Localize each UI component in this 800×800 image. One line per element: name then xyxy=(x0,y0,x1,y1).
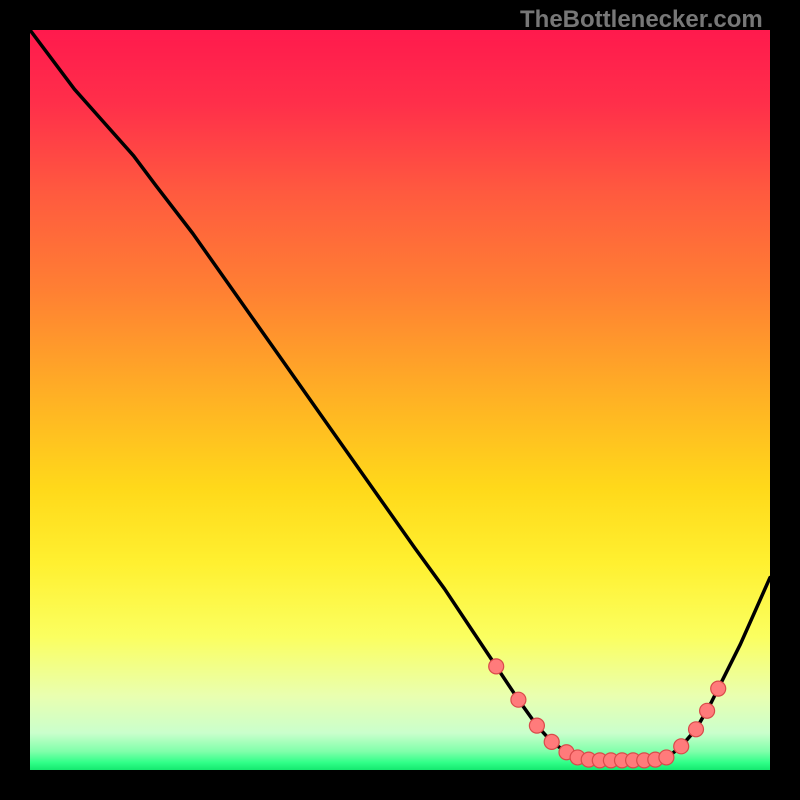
curve-marker xyxy=(674,739,689,754)
watermark-label: TheBottlenecker.com xyxy=(520,6,763,34)
curve-marker xyxy=(511,692,526,707)
curve-marker xyxy=(489,659,504,674)
curve-marker xyxy=(544,734,559,749)
gradient-background xyxy=(30,30,770,770)
chart-container: TheBottlenecker.com xyxy=(0,0,800,800)
curve-marker xyxy=(700,703,715,718)
curve-marker xyxy=(711,681,726,696)
curve-marker xyxy=(659,750,674,765)
plot-svg xyxy=(30,30,770,770)
curve-marker xyxy=(689,722,704,737)
plot-area xyxy=(30,30,770,770)
curve-marker xyxy=(529,718,544,733)
